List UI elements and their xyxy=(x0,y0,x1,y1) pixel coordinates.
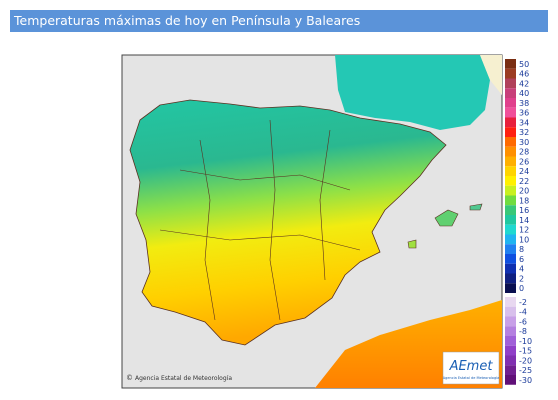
alps xyxy=(480,55,502,95)
legend-label: 0 xyxy=(519,284,524,293)
legend-label: -30 xyxy=(519,376,532,385)
legend-swatch xyxy=(505,326,516,336)
legend-swatch xyxy=(505,59,516,69)
legend-swatch xyxy=(505,68,516,79)
logo: AEmet xyxy=(449,359,494,374)
legend-label: 40 xyxy=(519,89,529,98)
legend-label: 28 xyxy=(519,148,529,157)
legend-swatch xyxy=(505,176,516,186)
legend-label: 30 xyxy=(519,138,529,147)
legend-swatch xyxy=(505,215,516,225)
logo-box xyxy=(442,351,500,385)
legend-swatch xyxy=(505,283,516,293)
legend-label: 6 xyxy=(519,255,524,264)
legend-swatch xyxy=(505,234,516,245)
menorca xyxy=(469,203,483,211)
credit: Agencia Estatal de Meteorología xyxy=(135,375,232,382)
legend-label: 10 xyxy=(519,235,529,244)
credit-symbol: © xyxy=(126,374,133,382)
legend-swatch xyxy=(505,185,516,196)
province-borders xyxy=(159,119,361,321)
legend-swatch xyxy=(505,365,516,375)
legend-label: 20 xyxy=(519,187,529,196)
legend-swatch xyxy=(505,375,516,385)
legend-label: 12 xyxy=(519,226,529,235)
legend-swatch xyxy=(505,156,516,167)
legend-swatch xyxy=(505,117,516,128)
legend-swatch xyxy=(505,166,516,176)
legend-label: -10 xyxy=(519,337,532,346)
legend: 5046424038363432302826242220181614121086… xyxy=(505,59,532,385)
legend-swatch xyxy=(505,336,516,346)
title-bar: Temperaturas máximas de hoy en Península… xyxy=(10,10,548,32)
legend-swatch xyxy=(505,205,516,215)
legend-label: 46 xyxy=(519,70,529,79)
legend-label: 16 xyxy=(519,206,529,215)
legend-swatch xyxy=(505,137,516,147)
france xyxy=(335,55,490,130)
legend-label: 32 xyxy=(519,128,529,137)
legend-label: -4 xyxy=(519,308,527,317)
legend-label: 36 xyxy=(519,109,529,118)
legend-label: -6 xyxy=(519,317,527,326)
legend-swatch xyxy=(505,107,516,118)
legend-label: -25 xyxy=(519,366,532,375)
legend-swatch xyxy=(505,306,516,317)
legend-label: 38 xyxy=(519,99,529,108)
mallorca xyxy=(434,209,459,227)
legend-label: -20 xyxy=(519,356,532,365)
legend-swatch xyxy=(505,254,516,264)
legend-label: -8 xyxy=(519,327,527,336)
ibiza xyxy=(407,239,417,249)
legend-swatch xyxy=(505,127,516,137)
legend-swatch xyxy=(505,297,516,307)
legend-label: -15 xyxy=(519,347,532,356)
legend-swatch xyxy=(505,146,516,157)
legend-swatch xyxy=(505,316,516,327)
legend-label: 4 xyxy=(519,265,524,274)
legend-swatch xyxy=(505,244,516,254)
legend-label: 22 xyxy=(519,177,529,186)
legend-label: 18 xyxy=(519,196,529,205)
legend-label: 42 xyxy=(519,79,529,88)
legend-swatch xyxy=(505,224,516,235)
legend-swatch xyxy=(505,98,516,108)
legend-swatch xyxy=(505,78,516,89)
legend-label: 8 xyxy=(519,245,524,254)
legend-swatch xyxy=(505,263,516,274)
legend-swatch xyxy=(505,345,516,356)
legend-label: -2 xyxy=(519,298,527,307)
legend-label: 24 xyxy=(519,167,529,176)
legend-swatch xyxy=(505,355,516,366)
legend-label: 34 xyxy=(519,118,529,127)
legend-label: 2 xyxy=(519,274,524,283)
legend-label: 14 xyxy=(519,216,529,225)
legend-label: 50 xyxy=(519,60,529,69)
legend-swatch xyxy=(505,88,516,98)
legend-label: 26 xyxy=(519,157,529,166)
legend-swatch xyxy=(505,273,516,284)
logo-subtitle: Agencia Estatal de Meteorología xyxy=(443,376,500,380)
legend-swatch xyxy=(505,195,516,206)
